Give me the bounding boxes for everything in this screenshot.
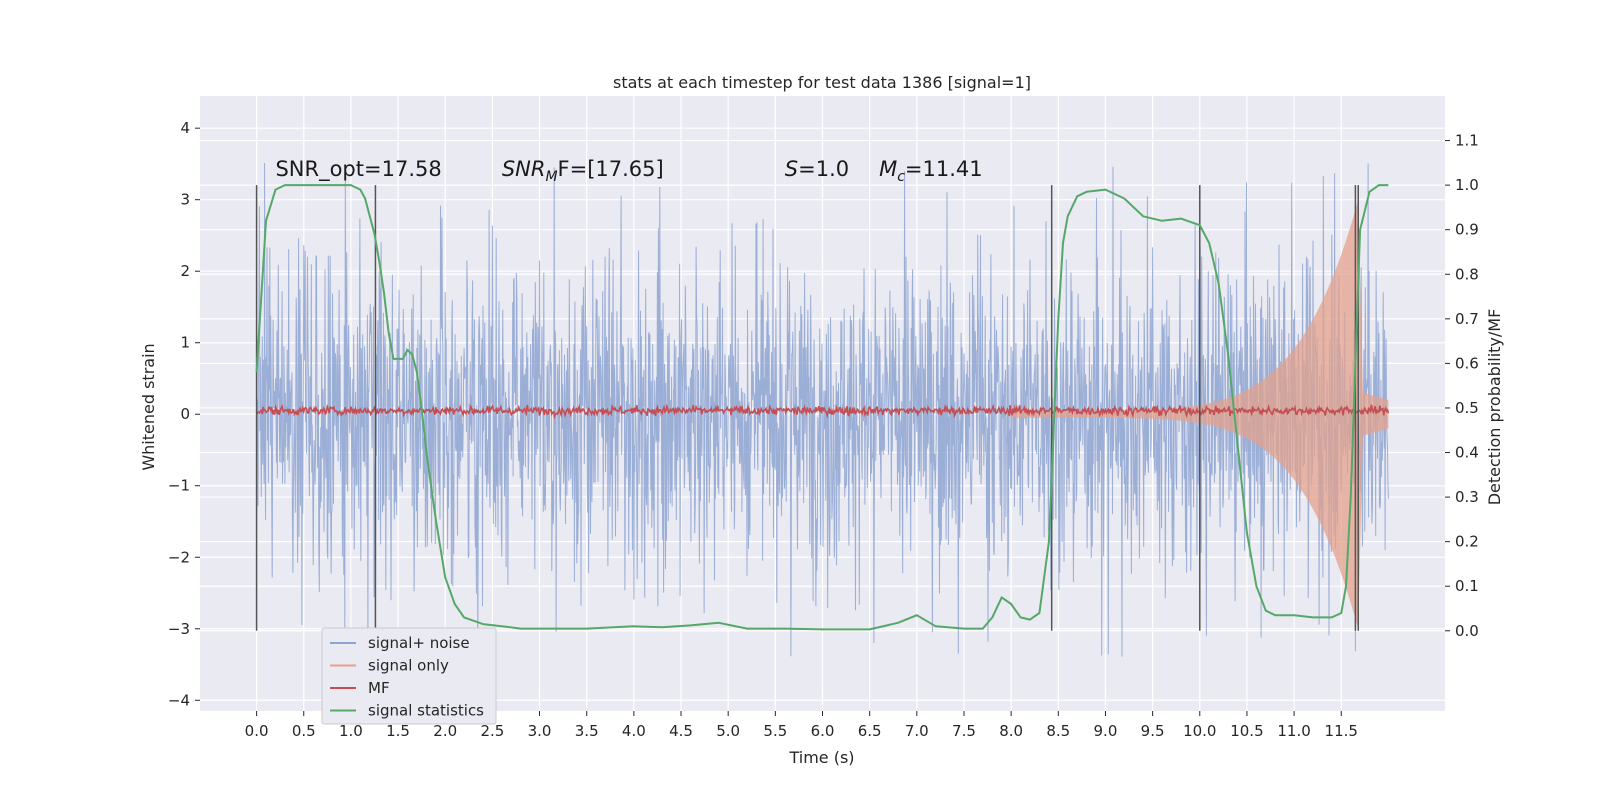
- x-tick-label: 8.5: [1046, 722, 1070, 740]
- y-tick-label: −4: [168, 691, 190, 709]
- x-tick-label: 10.5: [1230, 722, 1263, 740]
- y-tick-label: 0: [180, 405, 190, 423]
- y2-tick-label: 0.5: [1455, 399, 1479, 417]
- annotation-subscript: c: [897, 169, 905, 185]
- x-tick-label: 11.5: [1325, 722, 1358, 740]
- y2-tick-label: 0.8: [1455, 265, 1479, 283]
- y-tick-label: 3: [180, 191, 190, 209]
- annotations: SNR_opt=17.58 SNRMF=[17.65] S=1.0 Mc=11.41: [275, 157, 982, 185]
- y-tick-label: 2: [180, 262, 190, 280]
- annotation: SNR_opt=17.58: [275, 157, 441, 182]
- x-tick-label: 4.0: [622, 722, 646, 740]
- x-tick-label: 6.5: [858, 722, 882, 740]
- annotation-subscript: M: [545, 169, 557, 185]
- x-tick-label: 5.0: [716, 722, 740, 740]
- legend-box: [321, 627, 497, 725]
- x-tick-label: 9.0: [1094, 722, 1118, 740]
- x-tick-label: 3.5: [575, 722, 599, 740]
- y-tick-label: 4: [180, 119, 190, 137]
- x-tick-label: 6.0: [811, 722, 835, 740]
- y-axis-label: Whitened strain: [139, 343, 158, 470]
- legend-entry: MF: [368, 679, 390, 697]
- x-tick-label: 10.0: [1183, 722, 1216, 740]
- x-tick-label: 7.0: [905, 722, 929, 740]
- chart-title: stats at each timestep for test data 138…: [613, 73, 1031, 92]
- y2-tick-label: 1.0: [1455, 176, 1479, 194]
- y2-tick-label: 0.2: [1455, 533, 1479, 551]
- x-tick-label: 5.5: [763, 722, 787, 740]
- annotation: Mc=11.41: [879, 157, 983, 185]
- x-tick-label: 3.0: [528, 722, 552, 740]
- annotation-main: M: [879, 157, 897, 181]
- y2-tick-label: 0.6: [1455, 354, 1479, 372]
- y-tick-label: −2: [168, 548, 190, 566]
- annotation-main: SNR_opt=17.58: [275, 157, 441, 182]
- x-tick-label: 0.0: [245, 722, 269, 740]
- annotation-rest: =11.41: [905, 157, 983, 181]
- x-tick-label: 0.5: [292, 722, 316, 740]
- x-tick-label: 4.5: [669, 722, 693, 740]
- annotation-main: S: [785, 157, 798, 181]
- x-tick-label: 11.0: [1277, 722, 1310, 740]
- y-tick-label: 1: [180, 334, 190, 352]
- y2-axis-label: Detection probability/MF: [1485, 309, 1504, 506]
- annotation-rest: F=[17.65]: [558, 157, 664, 181]
- signal-statistics-line: [255, 184, 1389, 631]
- x-tick-label: 1.0: [339, 722, 363, 740]
- y2-tick-label: 0.0: [1455, 622, 1479, 640]
- legend-entry: signal statistics: [368, 702, 484, 720]
- legend-entry: signal only: [368, 657, 449, 675]
- annotation: SNRMF=[17.65]: [502, 157, 664, 185]
- annotation: S=1.0: [785, 157, 849, 181]
- x-tick-label: 2.0: [433, 722, 457, 740]
- y2-tick-label: 0.1: [1455, 577, 1479, 595]
- y2-tick-label: 0.7: [1455, 310, 1479, 328]
- legend-entry: signal+ noise: [368, 634, 470, 652]
- x-tick-label: 8.0: [999, 722, 1023, 740]
- y-tick-label: −1: [168, 477, 190, 495]
- series-signal-statistics: [255, 184, 1389, 631]
- y2-tick-label: 0.3: [1455, 488, 1479, 506]
- annotation-rest: =1.0: [798, 157, 849, 181]
- y2-tick-label: 0.9: [1455, 221, 1479, 239]
- annotation-main: SNR: [502, 157, 546, 181]
- x-tick-label: 1.5: [386, 722, 410, 740]
- x-tick-label: 9.5: [1141, 722, 1165, 740]
- y-tick-label: −3: [168, 620, 190, 638]
- legend: signal+ noise signal only MF signal statist…: [321, 627, 497, 725]
- axes: 0.0 0.5 1.0 1.5 2.0 2.5 3.0 3.5 4.0 4.5 5.0 5.5 6.0 6…: [168, 119, 1479, 740]
- y2-tick-label: 1.1: [1455, 132, 1479, 150]
- x-tick-label: 7.5: [952, 722, 976, 740]
- x-axis-label: Time (s): [788, 748, 854, 767]
- x-tick-label: 2.5: [480, 722, 504, 740]
- y2-tick-label: 0.4: [1455, 444, 1479, 462]
